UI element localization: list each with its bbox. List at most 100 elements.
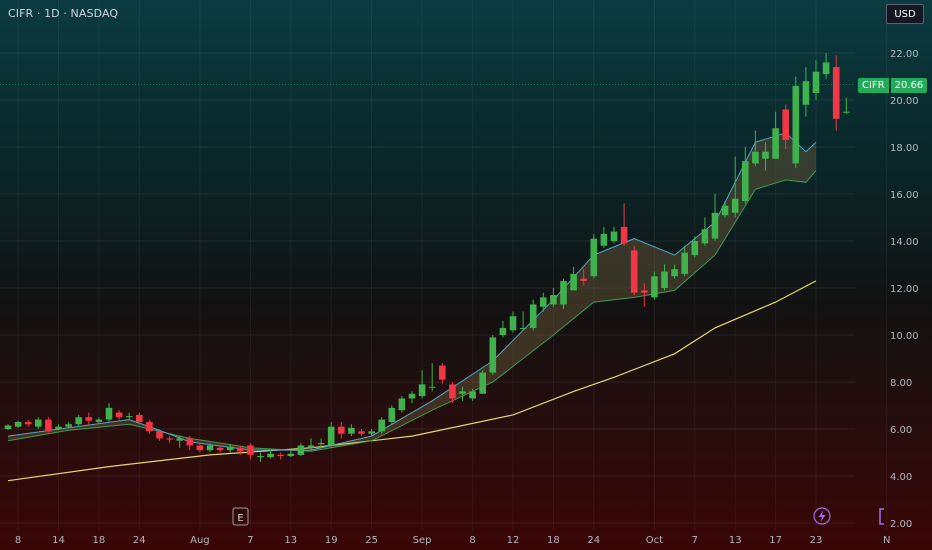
candle[interactable] [610, 226, 618, 244]
candle[interactable] [439, 363, 446, 385]
candle[interactable] [792, 76, 800, 169]
candle[interactable] [368, 429, 375, 437]
candle[interactable] [267, 450, 274, 459]
candle[interactable] [358, 429, 365, 437]
splits-bracket-icon[interactable] [879, 508, 884, 525]
candle-body [257, 456, 264, 458]
candle[interactable] [580, 269, 587, 286]
candle[interactable] [469, 389, 476, 401]
candle[interactable] [237, 445, 244, 455]
candle[interactable] [489, 335, 497, 375]
candlesticks[interactable] [4, 53, 850, 462]
candle[interactable] [186, 436, 194, 451]
time-axis[interactable]: 8 14 18 24 Aug 7 13 19 25 Sep 8 12 18 24 Oct 7 13 17 23 N [15, 535, 891, 546]
candle[interactable] [125, 412, 133, 420]
candle[interactable] [196, 443, 204, 453]
candle[interactable] [24, 419, 32, 427]
candle[interactable] [75, 414, 82, 427]
candle[interactable] [782, 104, 789, 150]
candle[interactable] [802, 67, 810, 117]
candle[interactable] [731, 156, 739, 218]
candle[interactable] [317, 438, 325, 448]
candle[interactable] [459, 386, 466, 401]
candle[interactable] [519, 311, 527, 331]
candle[interactable] [166, 436, 173, 444]
candle[interactable] [812, 60, 820, 100]
candle[interactable] [691, 236, 699, 258]
candle[interactable] [338, 421, 345, 439]
price-axis[interactable]: 2.00 4.00 6.00 8.00 10.00 12.00 14.00 16.00 18.0… [890, 49, 919, 530]
candle[interactable] [550, 288, 557, 307]
candle[interactable] [671, 264, 678, 279]
candle[interactable] [378, 417, 385, 434]
candle-body [620, 226, 628, 244]
x-tick-label: 18 [547, 535, 560, 546]
dividends-lightning-icon[interactable] [813, 507, 831, 525]
candle[interactable] [641, 283, 648, 307]
candle[interactable] [721, 201, 729, 218]
candle[interactable] [570, 266, 577, 291]
candle[interactable] [742, 147, 749, 204]
candle[interactable] [327, 421, 335, 448]
candle[interactable] [560, 278, 567, 310]
candle[interactable] [711, 194, 719, 241]
candle[interactable] [176, 436, 183, 448]
candle[interactable] [651, 271, 658, 300]
candle[interactable] [226, 444, 234, 453]
candle[interactable] [762, 142, 769, 171]
candle[interactable] [216, 445, 224, 453]
candle[interactable] [95, 417, 103, 425]
candle-body [439, 365, 446, 380]
currency-button[interactable]: USD [886, 4, 924, 24]
candle[interactable] [772, 111, 779, 159]
candle[interactable] [115, 410, 123, 420]
candle[interactable] [600, 226, 608, 249]
candle[interactable] [146, 419, 153, 434]
candle[interactable] [822, 53, 830, 79]
candle-body [469, 391, 476, 399]
candle[interactable] [14, 420, 22, 428]
earnings-icon[interactable]: E [232, 507, 249, 526]
candle[interactable] [4, 424, 12, 431]
candle[interactable] [156, 429, 163, 441]
candle[interactable] [408, 391, 416, 404]
candle[interactable] [65, 421, 72, 428]
candle[interactable] [398, 396, 406, 413]
candle[interactable] [529, 299, 537, 331]
candle[interactable] [287, 450, 295, 458]
candle[interactable] [388, 405, 396, 425]
candle[interactable] [701, 217, 709, 246]
candle[interactable] [752, 130, 759, 166]
candle[interactable] [661, 264, 668, 291]
candle[interactable] [206, 443, 214, 453]
y-tick-label: 20.00 [890, 96, 919, 107]
candle-body [762, 151, 769, 159]
candle[interactable] [136, 412, 143, 425]
candle[interactable] [620, 203, 628, 246]
candle[interactable] [843, 97, 850, 115]
candle[interactable] [105, 403, 113, 422]
candle[interactable] [277, 452, 284, 460]
candle[interactable] [257, 452, 264, 462]
candle[interactable] [509, 311, 517, 333]
candle[interactable] [499, 320, 507, 338]
candle[interactable] [428, 363, 436, 392]
candle[interactable] [55, 424, 62, 431]
candle[interactable] [85, 412, 93, 425]
candle[interactable] [418, 370, 426, 399]
candle[interactable] [297, 443, 305, 457]
candle-body [226, 446, 234, 451]
candle[interactable] [449, 382, 456, 404]
candle[interactable] [479, 370, 486, 394]
candle[interactable] [35, 417, 42, 429]
candle[interactable] [348, 424, 355, 437]
candle[interactable] [590, 233, 598, 279]
candle[interactable] [540, 292, 547, 312]
candle[interactable] [630, 245, 638, 296]
candle[interactable] [307, 438, 315, 451]
candle[interactable] [832, 55, 840, 131]
candle[interactable] [247, 443, 254, 460]
candle[interactable] [45, 417, 52, 433]
candle[interactable] [681, 245, 688, 277]
